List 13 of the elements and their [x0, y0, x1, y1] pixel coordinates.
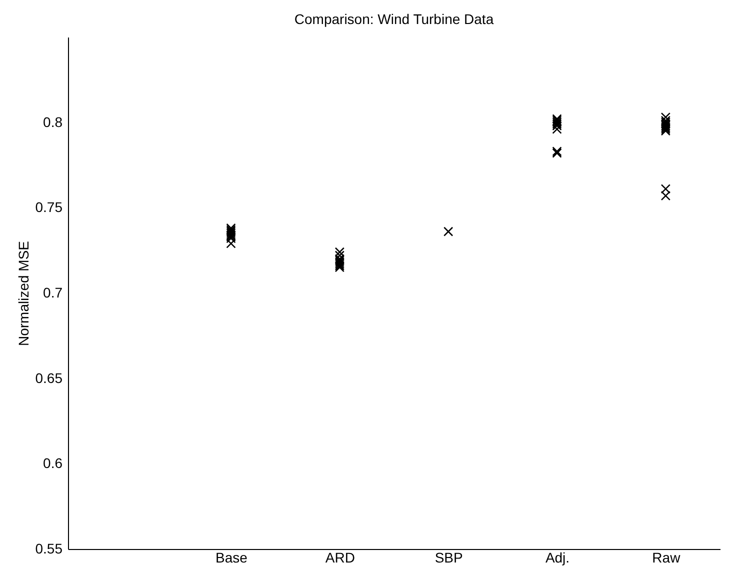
chart-title: Comparison: Wind Turbine Data: [294, 11, 494, 27]
x-tick-label: Raw: [652, 550, 682, 566]
y-tick-label: 0.8: [43, 114, 63, 130]
y-tick-label: 0.75: [35, 199, 63, 216]
x-tick-label: Adj.: [545, 550, 570, 566]
y-axis-title: Normalized MSE: [15, 240, 32, 346]
x-tick-label: SBP: [434, 550, 463, 566]
x-tick-label: Base: [216, 550, 248, 566]
y-tick-label: 0.6: [43, 455, 63, 472]
y-tick-label: 0.65: [35, 370, 63, 386]
y-tick-label: 0.55: [35, 540, 63, 556]
x-tick-label: ARD: [325, 550, 355, 566]
y-tick-label: 0.7: [43, 284, 63, 300]
